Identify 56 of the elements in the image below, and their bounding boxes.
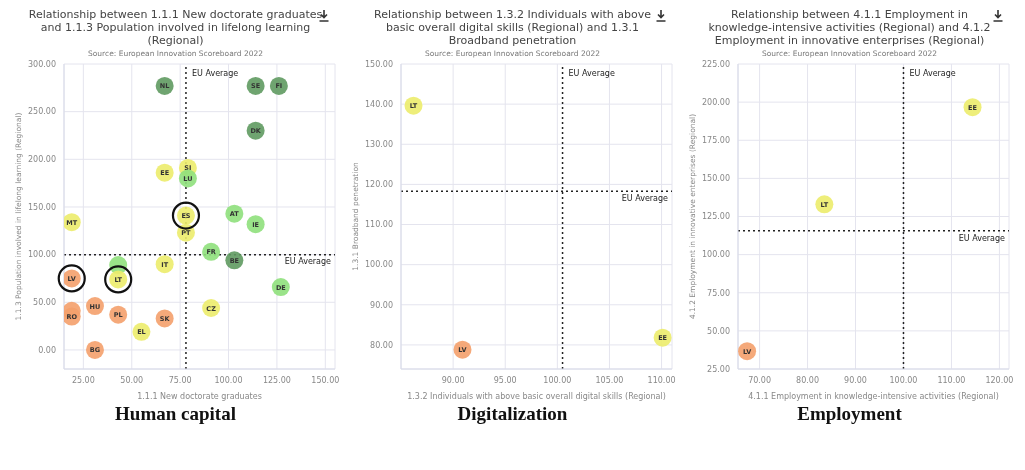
x-axis-title: 1.3.2 Individuals with above basic overall digital skills (Regional) xyxy=(407,392,666,401)
x-tick-label: 105.00 xyxy=(595,375,624,385)
y-tick-label: 25.00 xyxy=(707,364,730,374)
y-tick-label: 150.00 xyxy=(28,202,56,212)
chart-title: Relationship between 1.3.2 Individuals with above basic overall digital skills (Regional) and 1.3.1 Broadband penetration xyxy=(373,8,652,47)
y-tick-label: 50.00 xyxy=(707,326,730,336)
y-tick-label: 150.00 xyxy=(702,174,730,184)
y-tick-label: 150.00 xyxy=(365,59,393,69)
x-tick-label: 125.00 xyxy=(262,375,291,385)
x-tick-label: 100.00 xyxy=(543,375,572,385)
x-axis-title: 4.1.1 Employment in knowledge-intensive activities (Regional) xyxy=(748,392,999,401)
y-tick-label: 120.00 xyxy=(365,180,393,190)
y-tick-label: 225.00 xyxy=(702,59,730,69)
y-tick-label: 90.00 xyxy=(370,300,393,310)
y-tick-label: 175.00 xyxy=(702,136,730,146)
x-tick-label: 150.00 xyxy=(311,375,340,385)
y-tick-label: 125.00 xyxy=(702,212,730,222)
x-tick-label: 120.00 xyxy=(985,375,1014,385)
y-tick-label: 100.00 xyxy=(702,250,730,260)
y-tick-label: 250.00 xyxy=(28,107,56,117)
y-tick-label: 200.00 xyxy=(28,155,56,165)
x-tick-label: 110.00 xyxy=(647,375,676,385)
x-tick-label: 95.00 xyxy=(493,375,517,385)
y-tick-label: 50.00 xyxy=(33,298,56,308)
y-tick-label: 80.00 xyxy=(370,340,393,350)
x-axis-title: 1.1.1 New doctorate graduates xyxy=(137,392,262,401)
chart-title: Relationship between 1.1.1 New doctorate graduates and 1.1.3 Population involved in lifelong learning (Regional) xyxy=(27,8,324,47)
ref-line-label: EU Average xyxy=(621,193,669,203)
ref-line-label: EU Average xyxy=(284,257,332,267)
x-tick-label: 100.00 xyxy=(214,375,243,385)
y-tick-label: 110.00 xyxy=(365,220,393,230)
y-tick-label: 130.00 xyxy=(365,140,393,150)
x-tick-label: 100.00 xyxy=(889,375,918,385)
x-tick-label: 80.00 xyxy=(796,375,819,385)
x-tick-label: 70.00 xyxy=(748,375,772,385)
ref-line-label: EU Average xyxy=(909,68,956,78)
y-tick-label: 75.00 xyxy=(707,288,730,298)
y-tick-label: 100.00 xyxy=(365,260,393,270)
ref-line-label: EU Average xyxy=(191,68,239,78)
ref-line-label: EU Average xyxy=(568,68,615,78)
x-tick-label: 90.00 xyxy=(844,375,867,385)
ref-line-label: EU Average xyxy=(958,233,1006,243)
x-tick-label: 90.00 xyxy=(441,375,465,385)
y-tick-label: 100.00 xyxy=(28,250,56,260)
y-tick-label: 0.00 xyxy=(38,345,56,355)
y-tick-label: 140.00 xyxy=(365,99,393,109)
text: Human capital xyxy=(114,403,237,425)
y-tick-label: 300.00 xyxy=(28,59,56,69)
x-tick-label: 25.00 xyxy=(71,375,95,385)
text: Digitalization xyxy=(456,403,569,425)
x-tick-label: 50.00 xyxy=(120,375,144,385)
chart-title: Relationship between 4.1.1 Employment in knowledge-intensive activities (Regional) and 4.1.2 Employment in innovative enterprises (Regional) xyxy=(707,8,992,47)
y-tick-label: 200.00 xyxy=(702,97,730,107)
x-tick-label: 75.00 xyxy=(168,375,192,385)
text: Employment xyxy=(796,403,903,425)
x-tick-label: 110.00 xyxy=(937,375,966,385)
